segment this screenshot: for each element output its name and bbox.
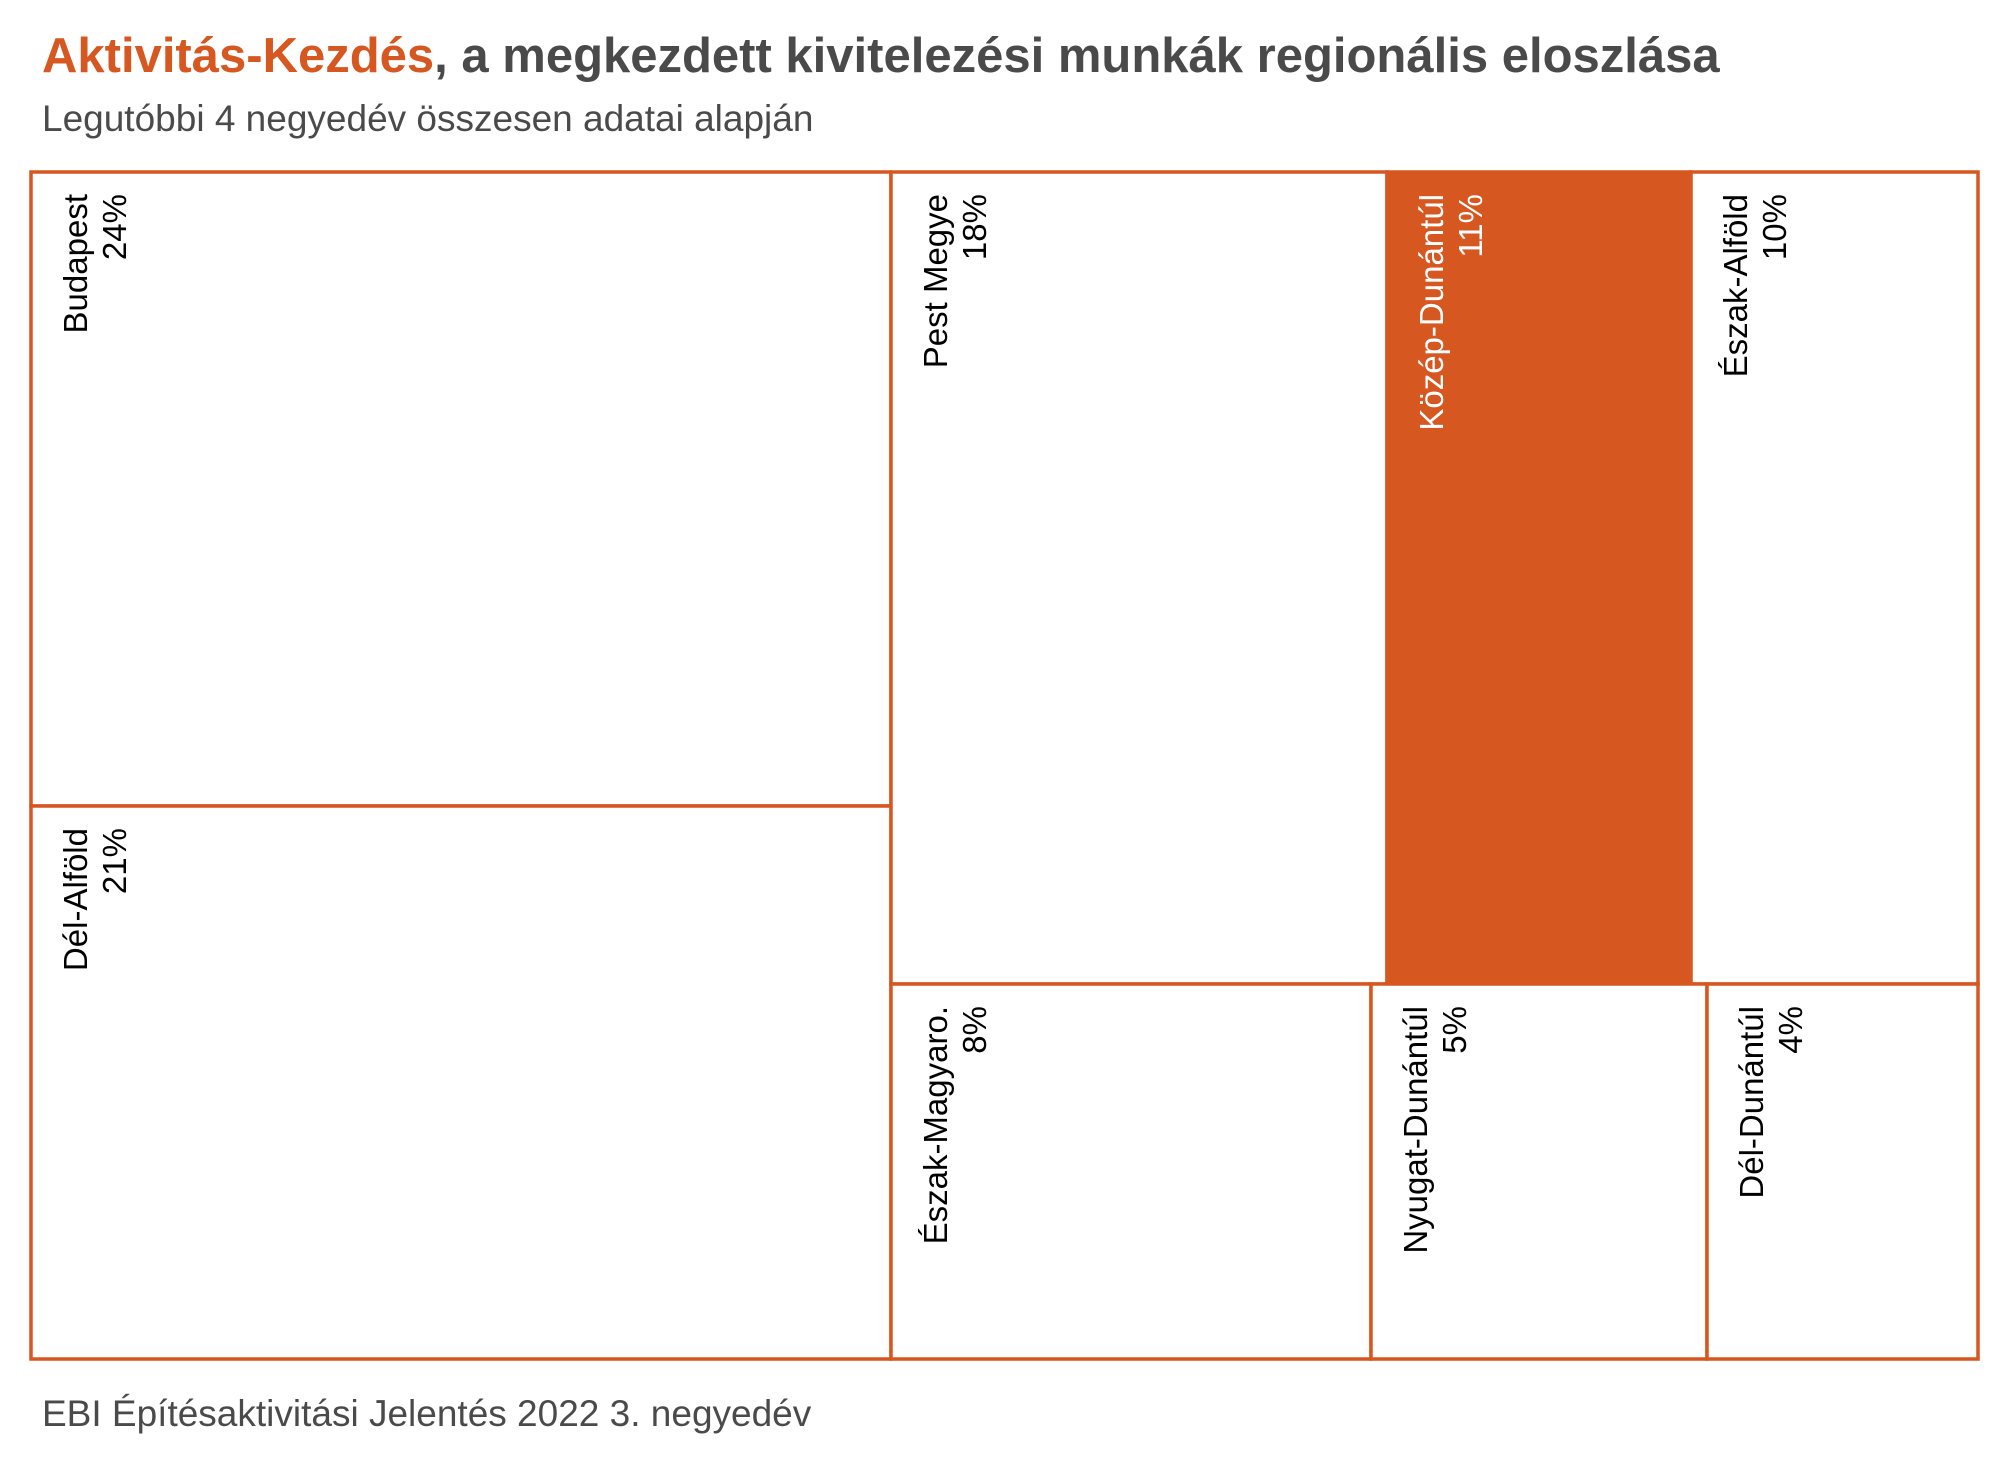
tile-name-kozep-dunantul: Közép-Dunántúl	[1413, 194, 1450, 431]
chart-source: EBI Építésaktivitási Jelentés 2022 3. ne…	[42, 1393, 812, 1434]
treemap-tile-nyugat-dunantul: Nyugat-Dunántúl 5%	[1369, 982, 1709, 1361]
treemap-tile-pest-megye: Pest Megye 18%	[889, 170, 1389, 986]
treemap-rect-nyugat-dunantul	[1369, 982, 1709, 1361]
chart-title-highlight: Aktivitás-Kezdés	[42, 29, 435, 83]
tile-name-del-dunantul: Dél-Dunántúl	[1733, 1006, 1770, 1199]
treemap-tile-del-dunantul: Dél-Dunántúl 4%	[1705, 982, 1980, 1361]
treemap-rect-del-dunantul	[1705, 982, 1980, 1361]
tile-name-del-alfold: Dél-Alföld	[57, 828, 94, 971]
chart-title: Aktivitás-Kezdés, a megkezdett kivitelez…	[42, 28, 1720, 84]
treemap-rect-del-alfold	[29, 804, 893, 1361]
tile-name-eszak-magyaro: Észak-Magyaro.	[917, 1006, 954, 1244]
tile-value-nyugat-dunantul: 5%	[1436, 1006, 1473, 1054]
tile-value-eszak-magyaro: 8%	[956, 1006, 993, 1054]
chart-subtitle: Legutóbbi 4 negyedév összesen adatai ala…	[42, 98, 814, 139]
tile-value-kozep-dunantul: 11%	[1452, 194, 1489, 258]
treemap-tile-del-alfold: Dél-Alföld 21%	[29, 804, 893, 1361]
treemap-tile-budapest: Budapest 24%	[29, 170, 893, 808]
treemap-rect-budapest	[29, 170, 893, 808]
treemap-rect-eszak-magyaro	[889, 982, 1373, 1361]
tile-name-budapest: Budapest	[57, 194, 94, 333]
tile-name-pest-megye: Pest Megye	[917, 194, 954, 368]
tile-value-del-dunantul: 4%	[1772, 1006, 1809, 1054]
tile-value-del-alfold: 21%	[96, 828, 133, 894]
tile-name-nyugat-dunantul: Nyugat-Dunántúl	[1397, 1006, 1434, 1254]
chart-title-rest: , a megkezdett kivitelezési munkák regio…	[434, 29, 1720, 83]
tile-name-eszak-alfold: Észak-Alföld	[1717, 194, 1754, 377]
treemap-tile-eszak-alfold: Észak-Alföld 10%	[1689, 170, 1980, 986]
treemap-tile-eszak-magyaro: Észak-Magyaro. 8%	[889, 982, 1373, 1361]
treemap-rect-pest-megye	[889, 170, 1389, 986]
treemap-tile-kozep-dunantul: Közép-Dunántúl 11%	[1385, 170, 1693, 986]
tile-value-eszak-alfold: 10%	[1756, 194, 1793, 260]
tile-value-pest-megye: 18%	[956, 194, 993, 260]
tile-value-budapest: 24%	[96, 194, 133, 260]
